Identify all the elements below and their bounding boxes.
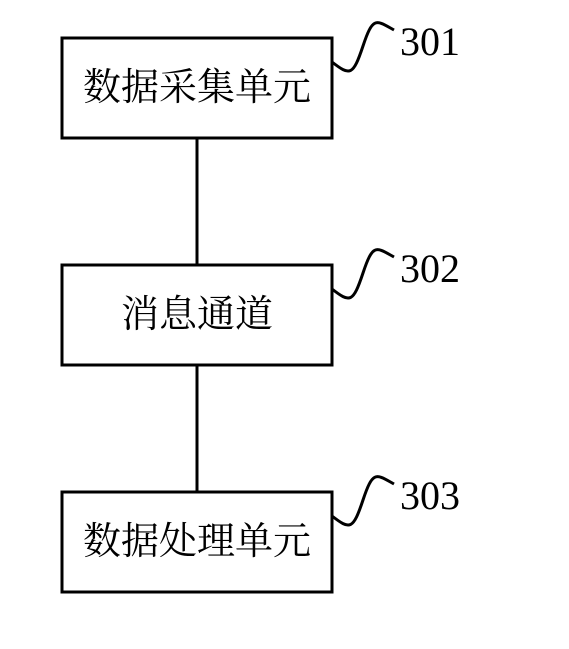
flow-diagram: 数据采集单元 301 消息通道 302 数据处理单元 303 <box>0 0 569 649</box>
callout-connector <box>332 250 394 298</box>
node-label: 数据处理单元 <box>83 510 311 565</box>
callout-label: 301 <box>400 19 460 64</box>
callout-connector <box>332 23 394 71</box>
callout-connector <box>332 477 394 525</box>
node-label: 消息通道 <box>121 283 273 338</box>
callout-label: 302 <box>400 246 460 291</box>
callout-label: 303 <box>400 473 460 518</box>
node-label: 数据采集单元 <box>83 56 311 111</box>
